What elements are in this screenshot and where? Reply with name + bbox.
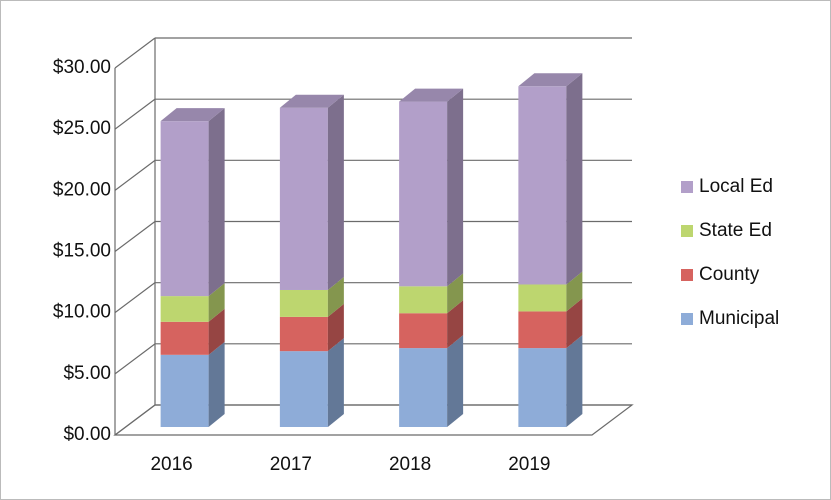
y-tick-label: $15.00	[53, 241, 111, 262]
bar-top	[279, 94, 344, 108]
bar-side	[327, 303, 344, 352]
legend-swatch	[681, 313, 693, 325]
bar-segment	[399, 348, 448, 427]
bar-side	[327, 338, 344, 427]
bar-side	[208, 108, 225, 297]
grid-line-side	[114, 343, 156, 375]
grid-line-side	[114, 159, 156, 191]
y-tick-label: $5.00	[63, 363, 111, 384]
x-tick-label: 2016	[150, 454, 192, 475]
bar-segment	[160, 121, 209, 297]
y-tick-label: $0.00	[63, 424, 111, 445]
y-tick-label: $20.00	[53, 179, 111, 200]
legend-swatch	[681, 181, 693, 193]
bar-segment	[279, 107, 328, 290]
bar-segment	[279, 351, 328, 427]
grid-line-side	[114, 37, 156, 69]
bar-top	[160, 108, 225, 122]
legend-swatch	[681, 269, 693, 281]
bar-side	[447, 88, 464, 287]
y-tick-label: $10.00	[53, 302, 111, 323]
grid-line-side	[114, 98, 156, 130]
bar-segment	[518, 86, 567, 285]
bar-side	[327, 94, 344, 290]
x-tick-label: 2019	[508, 454, 550, 475]
legend-label: State Ed	[699, 220, 772, 241]
bar-segment	[399, 313, 448, 349]
bar-segment	[518, 348, 567, 427]
bar-side	[447, 335, 464, 427]
bar-side	[447, 300, 464, 349]
bar-top	[518, 73, 583, 87]
bar-segment	[279, 316, 328, 352]
bar-segment	[160, 321, 209, 355]
legend-label: Local Ed	[699, 176, 773, 197]
x-tick-label: 2018	[389, 454, 431, 475]
bar-top	[399, 88, 464, 102]
bar-side	[327, 276, 344, 317]
bar-segment	[399, 101, 448, 287]
bar-side	[208, 283, 225, 322]
bar-segment	[160, 354, 209, 427]
bar-side	[566, 271, 583, 312]
legend-label: County	[699, 264, 760, 285]
grid-line-side	[114, 221, 156, 252]
grid-line-side	[114, 282, 156, 314]
bar-segment	[160, 296, 209, 322]
bar-segment	[399, 286, 448, 314]
bar-segment	[518, 311, 567, 349]
x-tick-label: 2017	[270, 454, 312, 475]
bar-side	[566, 73, 583, 285]
bar-side	[208, 341, 225, 427]
bar-side	[566, 335, 583, 427]
bar-segment	[279, 289, 328, 317]
grid-line-side	[114, 404, 156, 436]
legend-label: Municipal	[699, 308, 779, 329]
bar-side	[447, 273, 464, 314]
bar-side	[208, 308, 225, 355]
bar-segment	[518, 284, 567, 312]
y-tick-label: $30.00	[53, 57, 111, 78]
y-tick-label: $25.00	[53, 118, 111, 139]
bar-side	[566, 298, 583, 349]
legend-swatch	[681, 225, 693, 237]
